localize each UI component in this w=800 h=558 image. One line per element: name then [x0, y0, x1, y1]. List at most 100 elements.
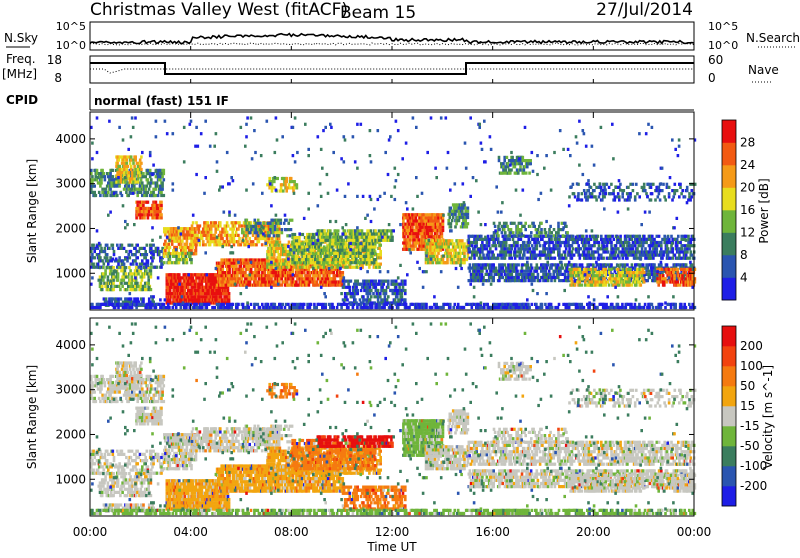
power-cell — [475, 253, 478, 257]
power-cell — [151, 297, 154, 301]
power-cell — [109, 172, 112, 176]
power-cell — [190, 251, 193, 255]
power-cell — [232, 227, 236, 231]
power-cell — [191, 285, 195, 289]
power-cell — [376, 298, 380, 302]
power-cell — [214, 230, 217, 234]
power-cell — [515, 168, 519, 172]
power-cell — [145, 253, 149, 257]
power-cell — [273, 249, 276, 254]
power-cell — [253, 261, 256, 265]
power-cell — [155, 184, 159, 188]
power-cell — [323, 248, 326, 252]
power-cell — [529, 162, 532, 166]
power-cell — [216, 288, 220, 293]
power-cell — [410, 244, 413, 248]
power-cell — [275, 243, 279, 247]
power-cell — [164, 233, 167, 237]
power-cell — [319, 254, 323, 258]
power-cell — [277, 230, 281, 234]
power-cell — [368, 292, 372, 296]
power-cell — [175, 245, 178, 250]
power-cell — [155, 181, 159, 185]
power-cell — [371, 279, 374, 283]
power-cell — [325, 261, 328, 265]
power-cell — [144, 187, 147, 191]
power-cell — [135, 210, 138, 214]
power-cell — [301, 242, 305, 246]
power-cell — [387, 285, 390, 289]
power-cell — [449, 206, 453, 210]
power-cell — [293, 261, 297, 265]
power-cell — [104, 190, 108, 194]
power-cell — [311, 251, 315, 255]
power-cell — [221, 258, 225, 262]
power-cell — [448, 239, 452, 243]
power-cell — [500, 256, 503, 260]
power-cell — [196, 224, 199, 228]
power-cell — [194, 249, 198, 253]
power-cell — [243, 227, 247, 231]
power-cell — [206, 221, 210, 225]
power-cell — [335, 251, 339, 255]
power-cell — [333, 243, 336, 247]
power-cell — [101, 259, 104, 263]
power-cell — [463, 251, 466, 255]
power-cell — [105, 172, 109, 176]
power-cell — [278, 240, 282, 244]
power-cell — [254, 221, 258, 225]
power-cell — [425, 228, 429, 233]
power-cell — [226, 285, 230, 289]
power-cell — [167, 242, 171, 246]
power-cell — [152, 190, 155, 194]
power-cell — [116, 272, 120, 276]
power-cell — [133, 297, 136, 301]
power-cell — [222, 277, 226, 281]
nave-tick-top: 60 — [708, 53, 723, 67]
power-cell — [456, 215, 459, 220]
power-cell — [105, 259, 109, 263]
power-cell — [478, 237, 482, 241]
power-cell — [331, 245, 334, 249]
power-cell — [135, 178, 138, 182]
power-cell — [138, 210, 142, 214]
power-cell — [146, 259, 150, 263]
power-cell — [148, 168, 152, 172]
power-cell — [136, 200, 139, 204]
power-cell — [280, 277, 283, 281]
power-cell — [144, 284, 147, 288]
power-cell — [387, 279, 390, 283]
power-cell — [163, 242, 166, 246]
power-cell — [454, 225, 457, 229]
power-cell — [95, 178, 99, 182]
power-cell — [273, 256, 276, 260]
power-cell — [237, 233, 240, 237]
power-cell — [314, 265, 318, 269]
freq-tick-top: 18 — [47, 53, 62, 67]
power-cell — [141, 210, 144, 214]
nave-tick-bottom: 0 — [708, 71, 716, 85]
power-cell — [267, 253, 270, 257]
power-cell — [387, 282, 390, 286]
power-cell — [341, 264, 345, 268]
power-cell — [254, 228, 258, 232]
power-cell — [287, 183, 291, 187]
power-cell — [496, 256, 500, 260]
power-cell — [497, 159, 501, 163]
power-cell — [130, 272, 133, 276]
power-cell — [135, 161, 139, 165]
power-cell — [334, 267, 338, 271]
power-cell — [284, 243, 287, 247]
power-cell — [252, 224, 255, 228]
power-cell — [140, 297, 143, 301]
power-cell — [425, 248, 429, 252]
power-cell — [279, 262, 283, 266]
power-cell — [165, 230, 168, 234]
power-cell — [298, 245, 301, 249]
power-cell — [328, 280, 331, 284]
power-cell — [424, 213, 428, 217]
power-cell — [133, 177, 136, 181]
power-cell — [232, 261, 236, 265]
power-cell — [449, 242, 453, 246]
power-cell — [513, 165, 517, 169]
